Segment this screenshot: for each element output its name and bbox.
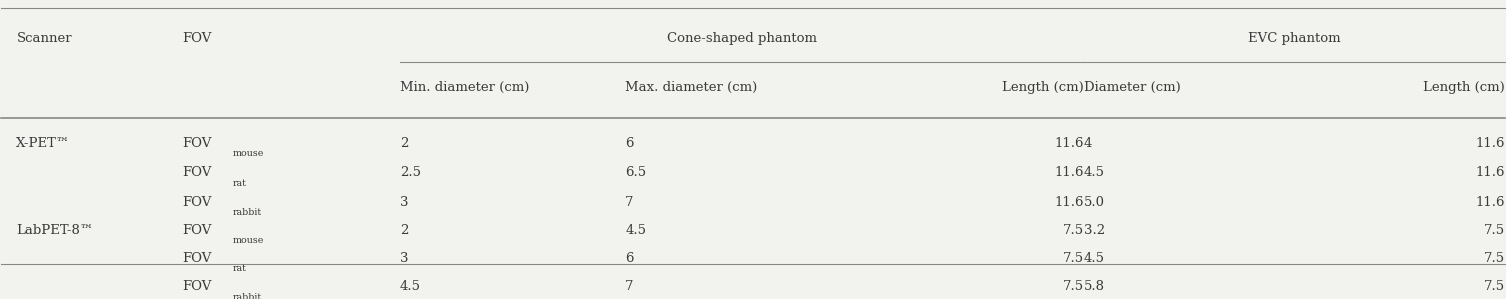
Text: 6: 6 bbox=[625, 137, 634, 150]
Text: 3: 3 bbox=[399, 252, 408, 265]
Text: FOV: FOV bbox=[182, 224, 211, 237]
Text: 7.5: 7.5 bbox=[1483, 280, 1504, 293]
Text: 11.6: 11.6 bbox=[1474, 167, 1504, 179]
Text: EVC phantom: EVC phantom bbox=[1248, 32, 1340, 45]
Text: rabbit: rabbit bbox=[233, 208, 262, 217]
Text: rat: rat bbox=[233, 264, 247, 273]
Text: FOV: FOV bbox=[182, 167, 211, 179]
Text: 4.5: 4.5 bbox=[399, 280, 420, 293]
Text: FOV: FOV bbox=[182, 252, 211, 265]
Text: rabbit: rabbit bbox=[233, 292, 262, 299]
Text: 7.5: 7.5 bbox=[1483, 252, 1504, 265]
Text: 6.5: 6.5 bbox=[625, 167, 646, 179]
Text: 7.5: 7.5 bbox=[1063, 280, 1084, 293]
Text: 7: 7 bbox=[625, 280, 634, 293]
Text: mouse: mouse bbox=[233, 236, 264, 245]
Text: 2.5: 2.5 bbox=[399, 167, 420, 179]
Text: 4.5: 4.5 bbox=[625, 224, 646, 237]
Text: rat: rat bbox=[233, 179, 247, 187]
Text: 7.5: 7.5 bbox=[1063, 252, 1084, 265]
Text: 6: 6 bbox=[625, 252, 634, 265]
Text: mouse: mouse bbox=[233, 149, 264, 158]
Text: Diameter (cm): Diameter (cm) bbox=[1084, 81, 1181, 94]
Text: 4.5: 4.5 bbox=[1084, 252, 1105, 265]
Text: LabPET-8™: LabPET-8™ bbox=[17, 224, 93, 237]
Text: 5.8: 5.8 bbox=[1084, 280, 1105, 293]
Text: 11.6: 11.6 bbox=[1054, 137, 1084, 150]
Text: Scanner: Scanner bbox=[17, 32, 72, 45]
Text: 5.0: 5.0 bbox=[1084, 196, 1105, 209]
Text: FOV: FOV bbox=[182, 196, 211, 209]
Text: 3: 3 bbox=[399, 196, 408, 209]
Text: 11.6: 11.6 bbox=[1054, 167, 1084, 179]
Text: 2: 2 bbox=[399, 224, 408, 237]
Text: FOV: FOV bbox=[182, 280, 211, 293]
Text: 3.2: 3.2 bbox=[1084, 224, 1105, 237]
Text: Cone-shaped phantom: Cone-shaped phantom bbox=[667, 32, 816, 45]
Text: 7.5: 7.5 bbox=[1483, 224, 1504, 237]
Text: X-PET™: X-PET™ bbox=[17, 137, 71, 150]
Text: 7: 7 bbox=[625, 196, 634, 209]
Text: 4.5: 4.5 bbox=[1084, 167, 1105, 179]
Text: Max. diameter (cm): Max. diameter (cm) bbox=[625, 81, 758, 94]
Text: Min. diameter (cm): Min. diameter (cm) bbox=[399, 81, 529, 94]
Text: 11.6: 11.6 bbox=[1054, 196, 1084, 209]
Text: Length (cm): Length (cm) bbox=[1001, 81, 1084, 94]
Text: 11.6: 11.6 bbox=[1474, 137, 1504, 150]
Text: 4: 4 bbox=[1084, 137, 1092, 150]
Text: FOV: FOV bbox=[182, 32, 211, 45]
Text: 7.5: 7.5 bbox=[1063, 224, 1084, 237]
Text: Length (cm): Length (cm) bbox=[1423, 81, 1504, 94]
Text: 11.6: 11.6 bbox=[1474, 196, 1504, 209]
Text: 2: 2 bbox=[399, 137, 408, 150]
Text: FOV: FOV bbox=[182, 137, 211, 150]
